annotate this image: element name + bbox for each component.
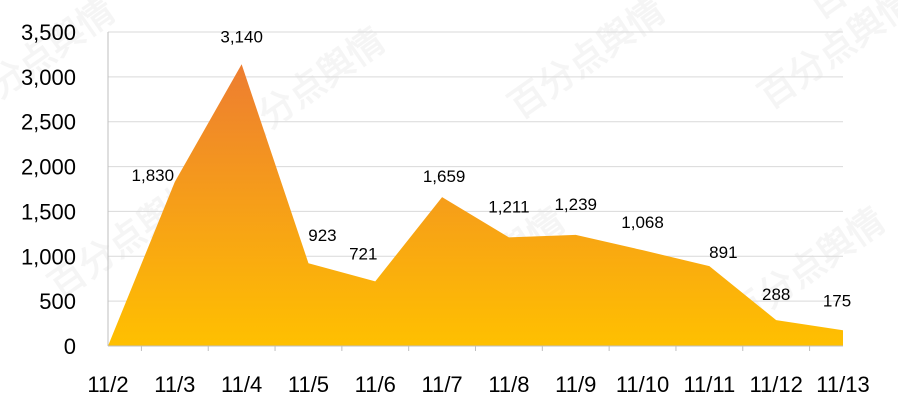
y-axis-tick-labels: 0 500 1,000 1,500 2,000 2,500 3,000 3,500 (21, 20, 76, 359)
x-tick-label: 11/13 (816, 372, 869, 397)
axes (107, 32, 843, 351)
data-label: 3,140 (220, 27, 263, 46)
watermark-text: 百分点舆情 (502, 0, 673, 127)
x-tick-label: 11/3 (154, 372, 195, 397)
x-tick-label: 11/11 (683, 372, 735, 397)
data-label: 923 (308, 226, 336, 245)
data-label: 175 (823, 291, 851, 310)
y-tick-label: 1,000 (21, 244, 76, 269)
y-tick-label: 3,000 (21, 65, 76, 90)
y-tick-label: 0 (64, 334, 76, 359)
data-label: 1,659 (423, 167, 466, 186)
data-label: 1,830 (132, 166, 175, 185)
y-tick-label: 3,500 (21, 20, 76, 45)
data-label: 1,068 (621, 213, 664, 232)
x-tick-label: 11/4 (221, 372, 262, 397)
y-tick-label: 500 (39, 289, 76, 314)
data-label: 288 (762, 285, 790, 304)
x-tick-label: 11/2 (87, 372, 128, 397)
y-tick-label: 2,000 (21, 155, 76, 180)
x-tick-label: 11/9 (555, 372, 596, 397)
x-axis-tick-labels: 11/2 11/3 11/4 11/5 11/6 11/7 11/8 11/9 11/10 11/… (87, 372, 869, 397)
y-tick-label: 1,500 (21, 199, 76, 224)
area-series (108, 64, 843, 346)
x-tick-label: 11/6 (355, 372, 396, 397)
x-tick-label: 11/10 (616, 372, 669, 397)
x-tick-label: 11/12 (749, 372, 802, 397)
x-tick-label: 11/8 (488, 372, 529, 397)
x-tick-label: 11/5 (288, 372, 329, 397)
data-label: 891 (709, 243, 737, 262)
data-label: 1,239 (554, 195, 597, 214)
data-label: 721 (349, 244, 377, 263)
x-tick-label: 11/7 (421, 372, 462, 397)
y-tick-label: 2,500 (21, 110, 76, 135)
area-series-fill (108, 64, 843, 346)
data-label: 1,211 (488, 197, 529, 216)
data-labels: 1,830 3,140 923 721 1,659 1,211 1,239 1,068 891 2… (132, 27, 852, 310)
